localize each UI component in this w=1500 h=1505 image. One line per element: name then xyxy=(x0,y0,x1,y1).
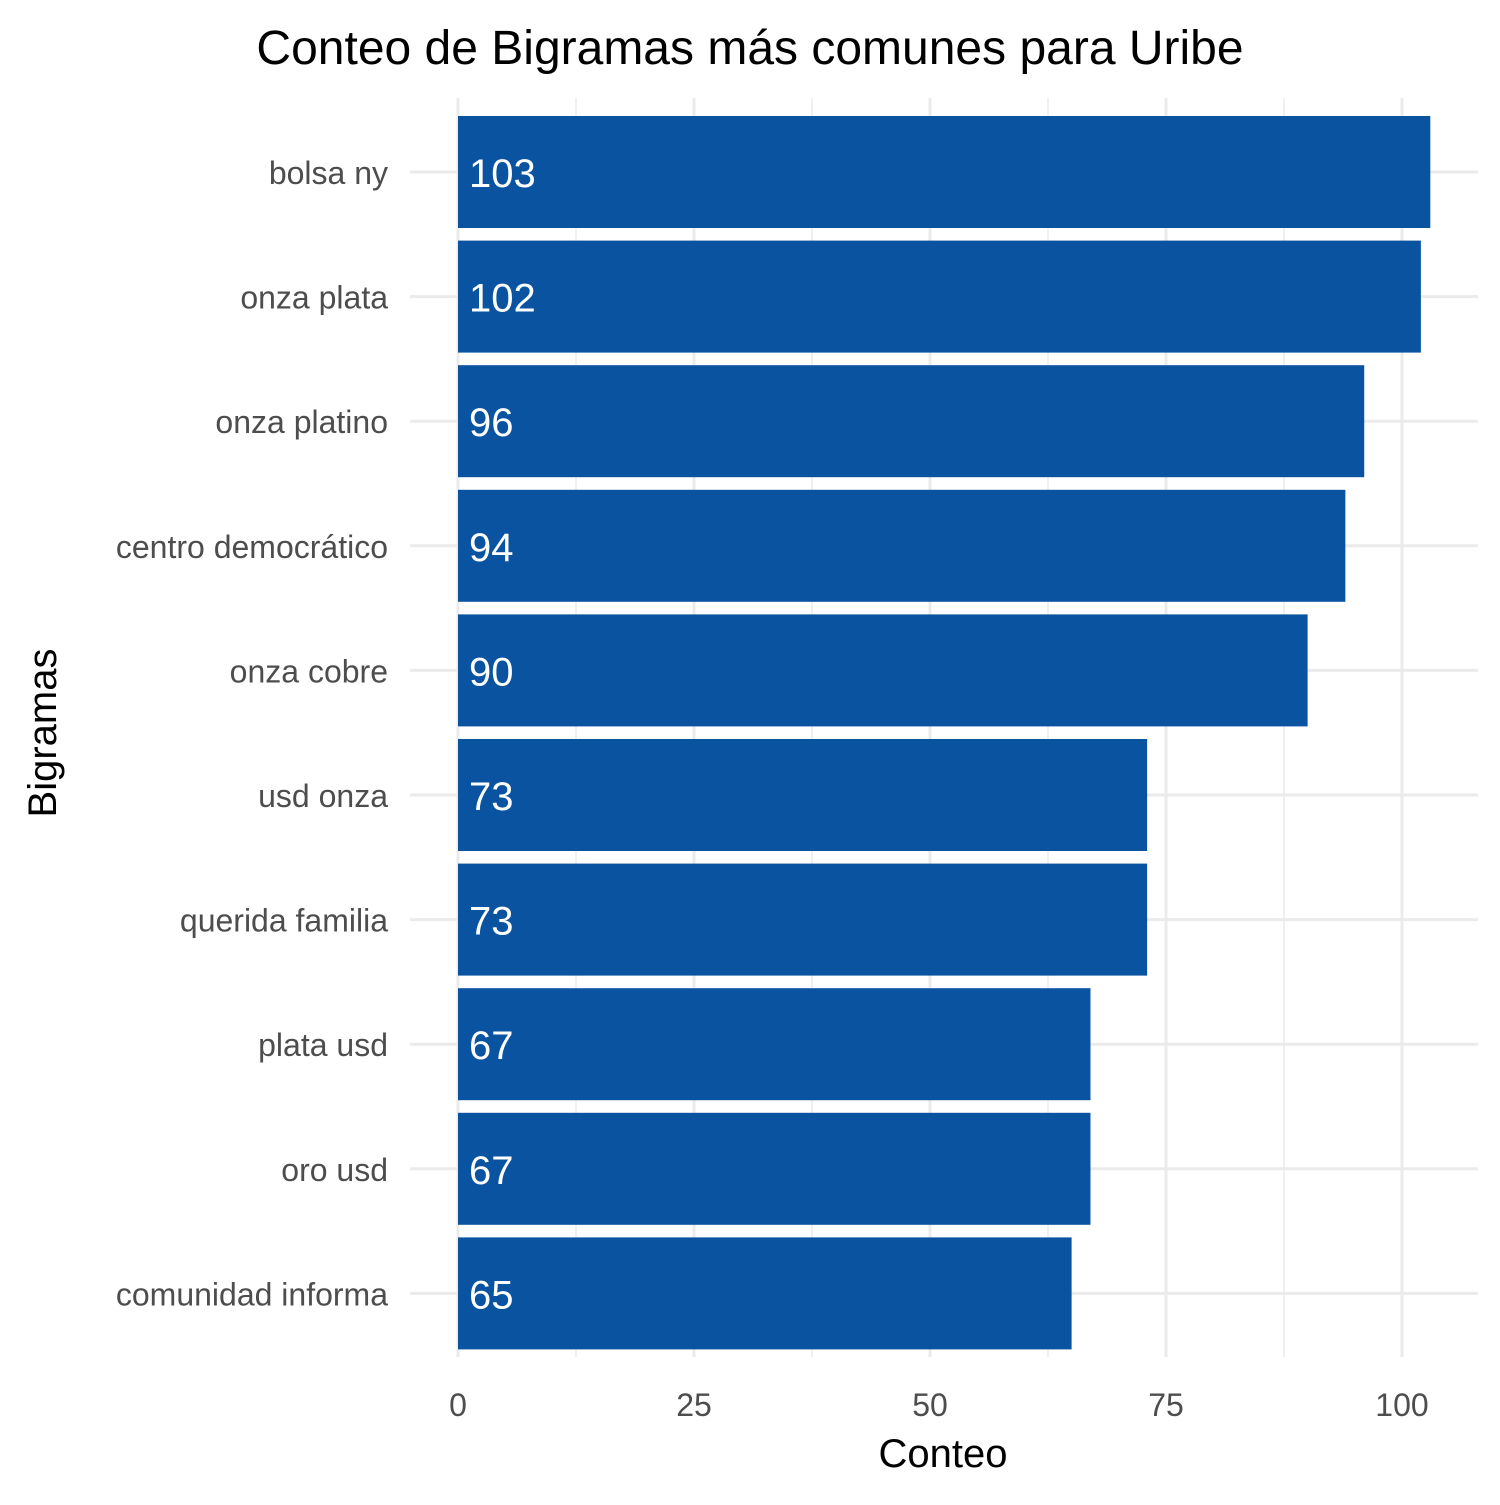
bar-value-label: 94 xyxy=(469,526,514,570)
bar xyxy=(458,365,1365,478)
bar xyxy=(458,116,1431,228)
bar-value-label: 96 xyxy=(469,401,514,445)
y-tick-label: centro democrático xyxy=(116,529,388,565)
y-tick-label: onza platino xyxy=(215,404,388,440)
x-axis-ticks: 0 25 50 75 100 xyxy=(449,1387,1429,1423)
y-tick-label: comunidad informa xyxy=(116,1276,388,1312)
bar-value-label: 73 xyxy=(469,775,514,819)
bars xyxy=(458,116,1431,1350)
chart-title: Conteo de Bigramas más comunes para Urib… xyxy=(256,22,1243,75)
x-tick-label: 0 xyxy=(449,1387,467,1423)
y-tick-label: plata usd xyxy=(258,1027,388,1063)
x-tick-label: 100 xyxy=(1375,1387,1428,1423)
bar-value-labels: 103 102 96 94 90 73 73 67 67 65 xyxy=(469,152,536,1317)
bar xyxy=(458,988,1091,1101)
bar xyxy=(458,614,1308,727)
x-tick-label: 50 xyxy=(912,1387,948,1423)
bar-value-label: 103 xyxy=(469,152,536,196)
y-tick-label: onza cobre xyxy=(230,653,388,689)
y-tick-label: onza plata xyxy=(240,280,388,316)
y-axis-title: Bigramas xyxy=(21,649,65,818)
bar-value-label: 65 xyxy=(469,1273,514,1317)
bar-value-label: 67 xyxy=(469,1024,514,1068)
y-tick-label: oro usd xyxy=(281,1152,388,1188)
y-tick-label: bolsa ny xyxy=(269,155,388,191)
bar xyxy=(458,489,1346,602)
bar xyxy=(458,739,1148,851)
bar-value-label: 67 xyxy=(469,1149,514,1193)
bar xyxy=(458,240,1421,353)
y-tick-label: usd onza xyxy=(258,778,388,814)
bar xyxy=(458,1237,1072,1350)
bar xyxy=(458,863,1148,976)
bar xyxy=(458,1112,1091,1225)
bar-value-label: 90 xyxy=(469,650,514,694)
x-tick-label: 25 xyxy=(676,1387,712,1423)
x-tick-label: 75 xyxy=(1148,1387,1184,1423)
x-axis-title: Conteo xyxy=(879,1432,1008,1476)
y-axis-ticks: bolsa ny onza plata onza platino centro dem… xyxy=(116,155,388,1312)
y-tick-label: querida familia xyxy=(180,903,388,939)
bar-value-label: 102 xyxy=(469,277,536,321)
bar-value-label: 73 xyxy=(469,900,514,944)
